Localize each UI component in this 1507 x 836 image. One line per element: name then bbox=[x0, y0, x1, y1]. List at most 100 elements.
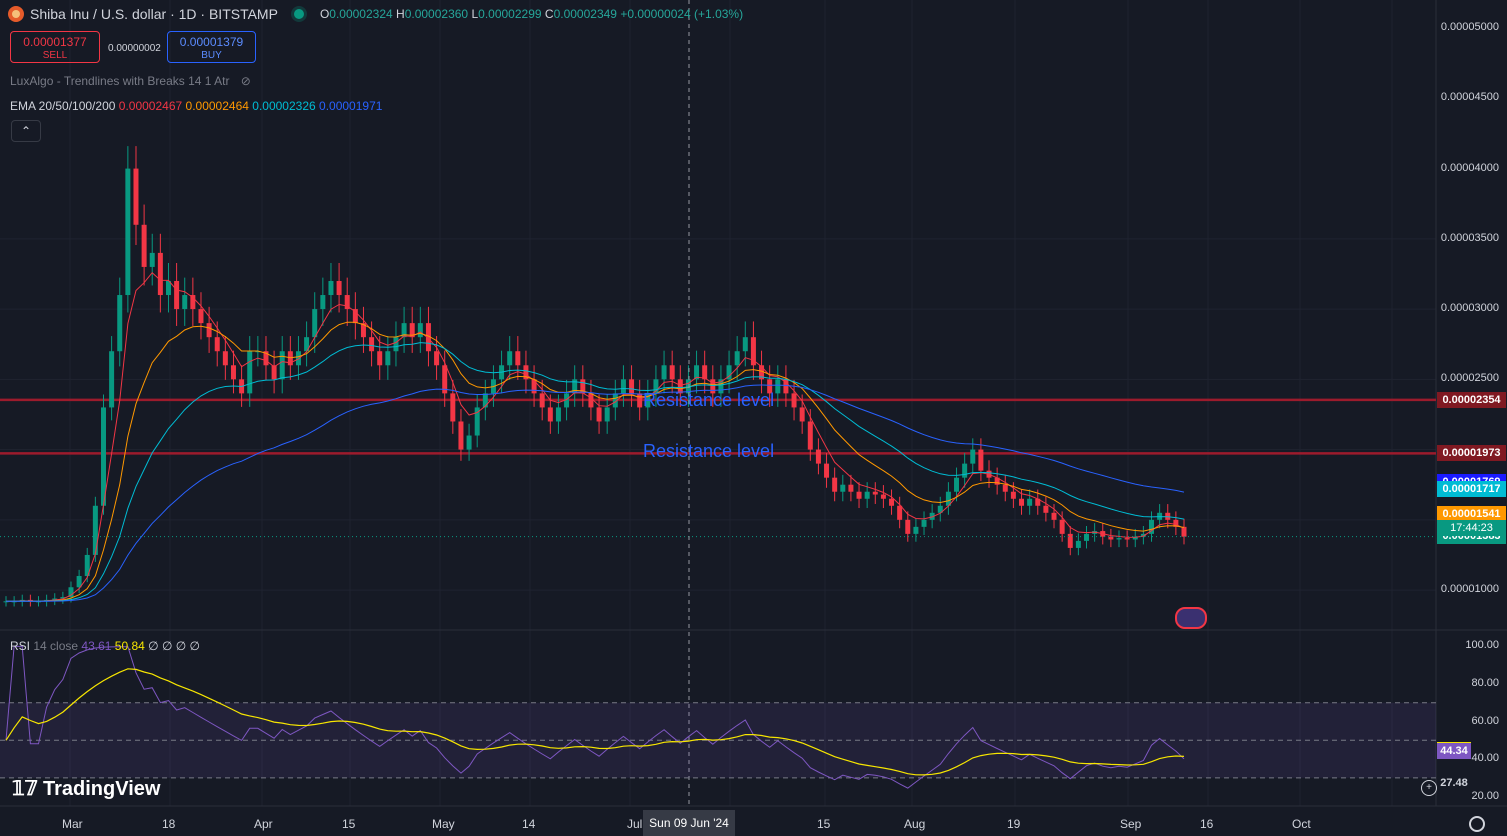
candle-body bbox=[750, 337, 756, 366]
rsi-legend[interactable]: RSI 14 close 43.61 50.84 ∅ ∅ ∅ ∅ bbox=[10, 639, 200, 653]
candle-body bbox=[3, 601, 9, 603]
candle-body bbox=[970, 449, 976, 464]
candle-body bbox=[775, 379, 781, 394]
candle-body bbox=[1043, 505, 1049, 513]
candle-body bbox=[1051, 512, 1057, 520]
candle-body bbox=[133, 168, 139, 225]
candle-body bbox=[962, 463, 968, 478]
rsi-line bbox=[5, 645, 1185, 789]
candle-body bbox=[1067, 533, 1073, 548]
candle-body bbox=[897, 505, 903, 520]
ohlc-values: O0.00002324 H0.00002360 L0.00002299 C0.0… bbox=[319, 7, 744, 21]
us-flag-icon[interactable] bbox=[1175, 607, 1207, 629]
candle-body bbox=[442, 365, 448, 394]
candle-body bbox=[222, 351, 228, 366]
price-axis-label: 0.00001000 bbox=[1440, 583, 1499, 596]
candle-body bbox=[767, 379, 773, 394]
candle-body bbox=[564, 393, 570, 408]
candle-body bbox=[783, 379, 789, 394]
price-axis-label: 0.00003000 bbox=[1440, 302, 1499, 315]
candle-body bbox=[1181, 526, 1187, 537]
candle-body bbox=[880, 494, 886, 499]
candle-body bbox=[872, 491, 878, 495]
candle-body bbox=[352, 309, 358, 324]
candle-body bbox=[450, 393, 456, 422]
candle-body bbox=[661, 365, 667, 380]
price-tag: 0.00001973 bbox=[1437, 445, 1506, 462]
candle-body bbox=[539, 393, 545, 408]
luxalgo-indicator-legend[interactable]: LuxAlgo - Trendlines with Breaks 14 1 At… bbox=[10, 74, 251, 88]
candle-body bbox=[1010, 491, 1016, 499]
candle-body bbox=[921, 519, 927, 527]
ema-indicator-legend[interactable]: EMA 20/50/100/200 0.00002467 0.00002464 … bbox=[10, 99, 383, 113]
candle-body bbox=[1027, 498, 1033, 506]
time-axis-label: Oct bbox=[1292, 817, 1311, 831]
sell-button[interactable]: 0.00001377 SELL bbox=[10, 31, 100, 63]
time-axis-label: Aug bbox=[904, 817, 926, 831]
candle-body bbox=[515, 351, 521, 366]
candle-body bbox=[1075, 540, 1081, 548]
candle-body bbox=[35, 601, 41, 603]
rsi-axis-label: 80.00 bbox=[1471, 676, 1499, 689]
time-axis-label: 14 bbox=[522, 817, 536, 831]
candle-body bbox=[612, 393, 618, 408]
time-axis-label: 15 bbox=[342, 817, 356, 831]
chevron-up-icon[interactable]: ⌃ bbox=[11, 120, 41, 142]
candle-body bbox=[734, 351, 740, 366]
candle-body bbox=[1132, 536, 1138, 540]
candle-body bbox=[905, 519, 911, 534]
candle-body bbox=[295, 351, 301, 366]
time-axis-label: 18 bbox=[162, 817, 176, 831]
price-tag: 0.00002354 bbox=[1437, 391, 1506, 408]
rsi-tag: 27.48 bbox=[1437, 774, 1471, 791]
candle-body bbox=[1140, 533, 1146, 537]
candle-body bbox=[889, 498, 895, 506]
candle-body bbox=[807, 421, 813, 450]
candle-body bbox=[1108, 536, 1114, 540]
candle-body bbox=[174, 280, 180, 310]
price-axis-label: 0.00003500 bbox=[1440, 231, 1499, 244]
candle-body bbox=[206, 323, 212, 338]
price-axis-label: 0.00005000 bbox=[1440, 21, 1499, 34]
candle-body bbox=[393, 337, 399, 352]
rsi-axis-label: 40.00 bbox=[1471, 752, 1499, 765]
symbol-legend: Shiba Inu / U.S. dollar · 1D · BITSTAMP … bbox=[8, 6, 743, 22]
resistance-annotation-lower[interactable]: Resistance level bbox=[643, 441, 775, 461]
candle-body bbox=[214, 337, 220, 352]
symbol-title[interactable]: Shiba Inu / U.S. dollar · 1D · BITSTAMP bbox=[30, 6, 278, 22]
candle-body bbox=[1116, 538, 1122, 540]
candle-body bbox=[815, 449, 821, 464]
price-axis-label: 0.00004500 bbox=[1440, 91, 1499, 104]
countdown-timer: 17:44:23 bbox=[1437, 520, 1506, 536]
rsi-axis-label: 20.00 bbox=[1471, 789, 1499, 802]
candle-body bbox=[726, 365, 732, 380]
candle-body bbox=[1173, 519, 1179, 527]
plus-icon[interactable]: + bbox=[1421, 780, 1437, 796]
candle-body bbox=[401, 323, 407, 338]
candle-body bbox=[1059, 519, 1065, 534]
settings-gear-icon[interactable] bbox=[1469, 816, 1485, 832]
candle-body bbox=[125, 168, 131, 296]
candle-body bbox=[555, 407, 561, 422]
resistance-annotation-upper[interactable]: Resistance level bbox=[643, 390, 775, 410]
candle-body bbox=[247, 351, 253, 394]
buy-button[interactable]: 0.00001379 BUY bbox=[167, 31, 256, 63]
candle-body bbox=[117, 295, 123, 352]
ema-line-2 bbox=[6, 342, 1185, 602]
candle-body bbox=[320, 295, 326, 310]
candle-body bbox=[702, 365, 708, 380]
candle-body bbox=[994, 477, 1000, 485]
candle-body bbox=[52, 598, 58, 600]
candle-body bbox=[954, 477, 960, 492]
hidden-eye-icon[interactable]: ⊘ bbox=[240, 74, 251, 88]
candle-body bbox=[149, 252, 155, 267]
candle-body bbox=[531, 379, 537, 394]
time-axis-label: Apr bbox=[254, 817, 273, 831]
candle-body bbox=[1035, 498, 1041, 506]
candle-body bbox=[190, 295, 196, 310]
candle-body bbox=[482, 393, 488, 408]
candle-body bbox=[848, 484, 854, 492]
candle-body bbox=[11, 601, 17, 603]
tradingview-logo[interactable]: 𝟙𝟟 TradingView bbox=[12, 778, 161, 800]
